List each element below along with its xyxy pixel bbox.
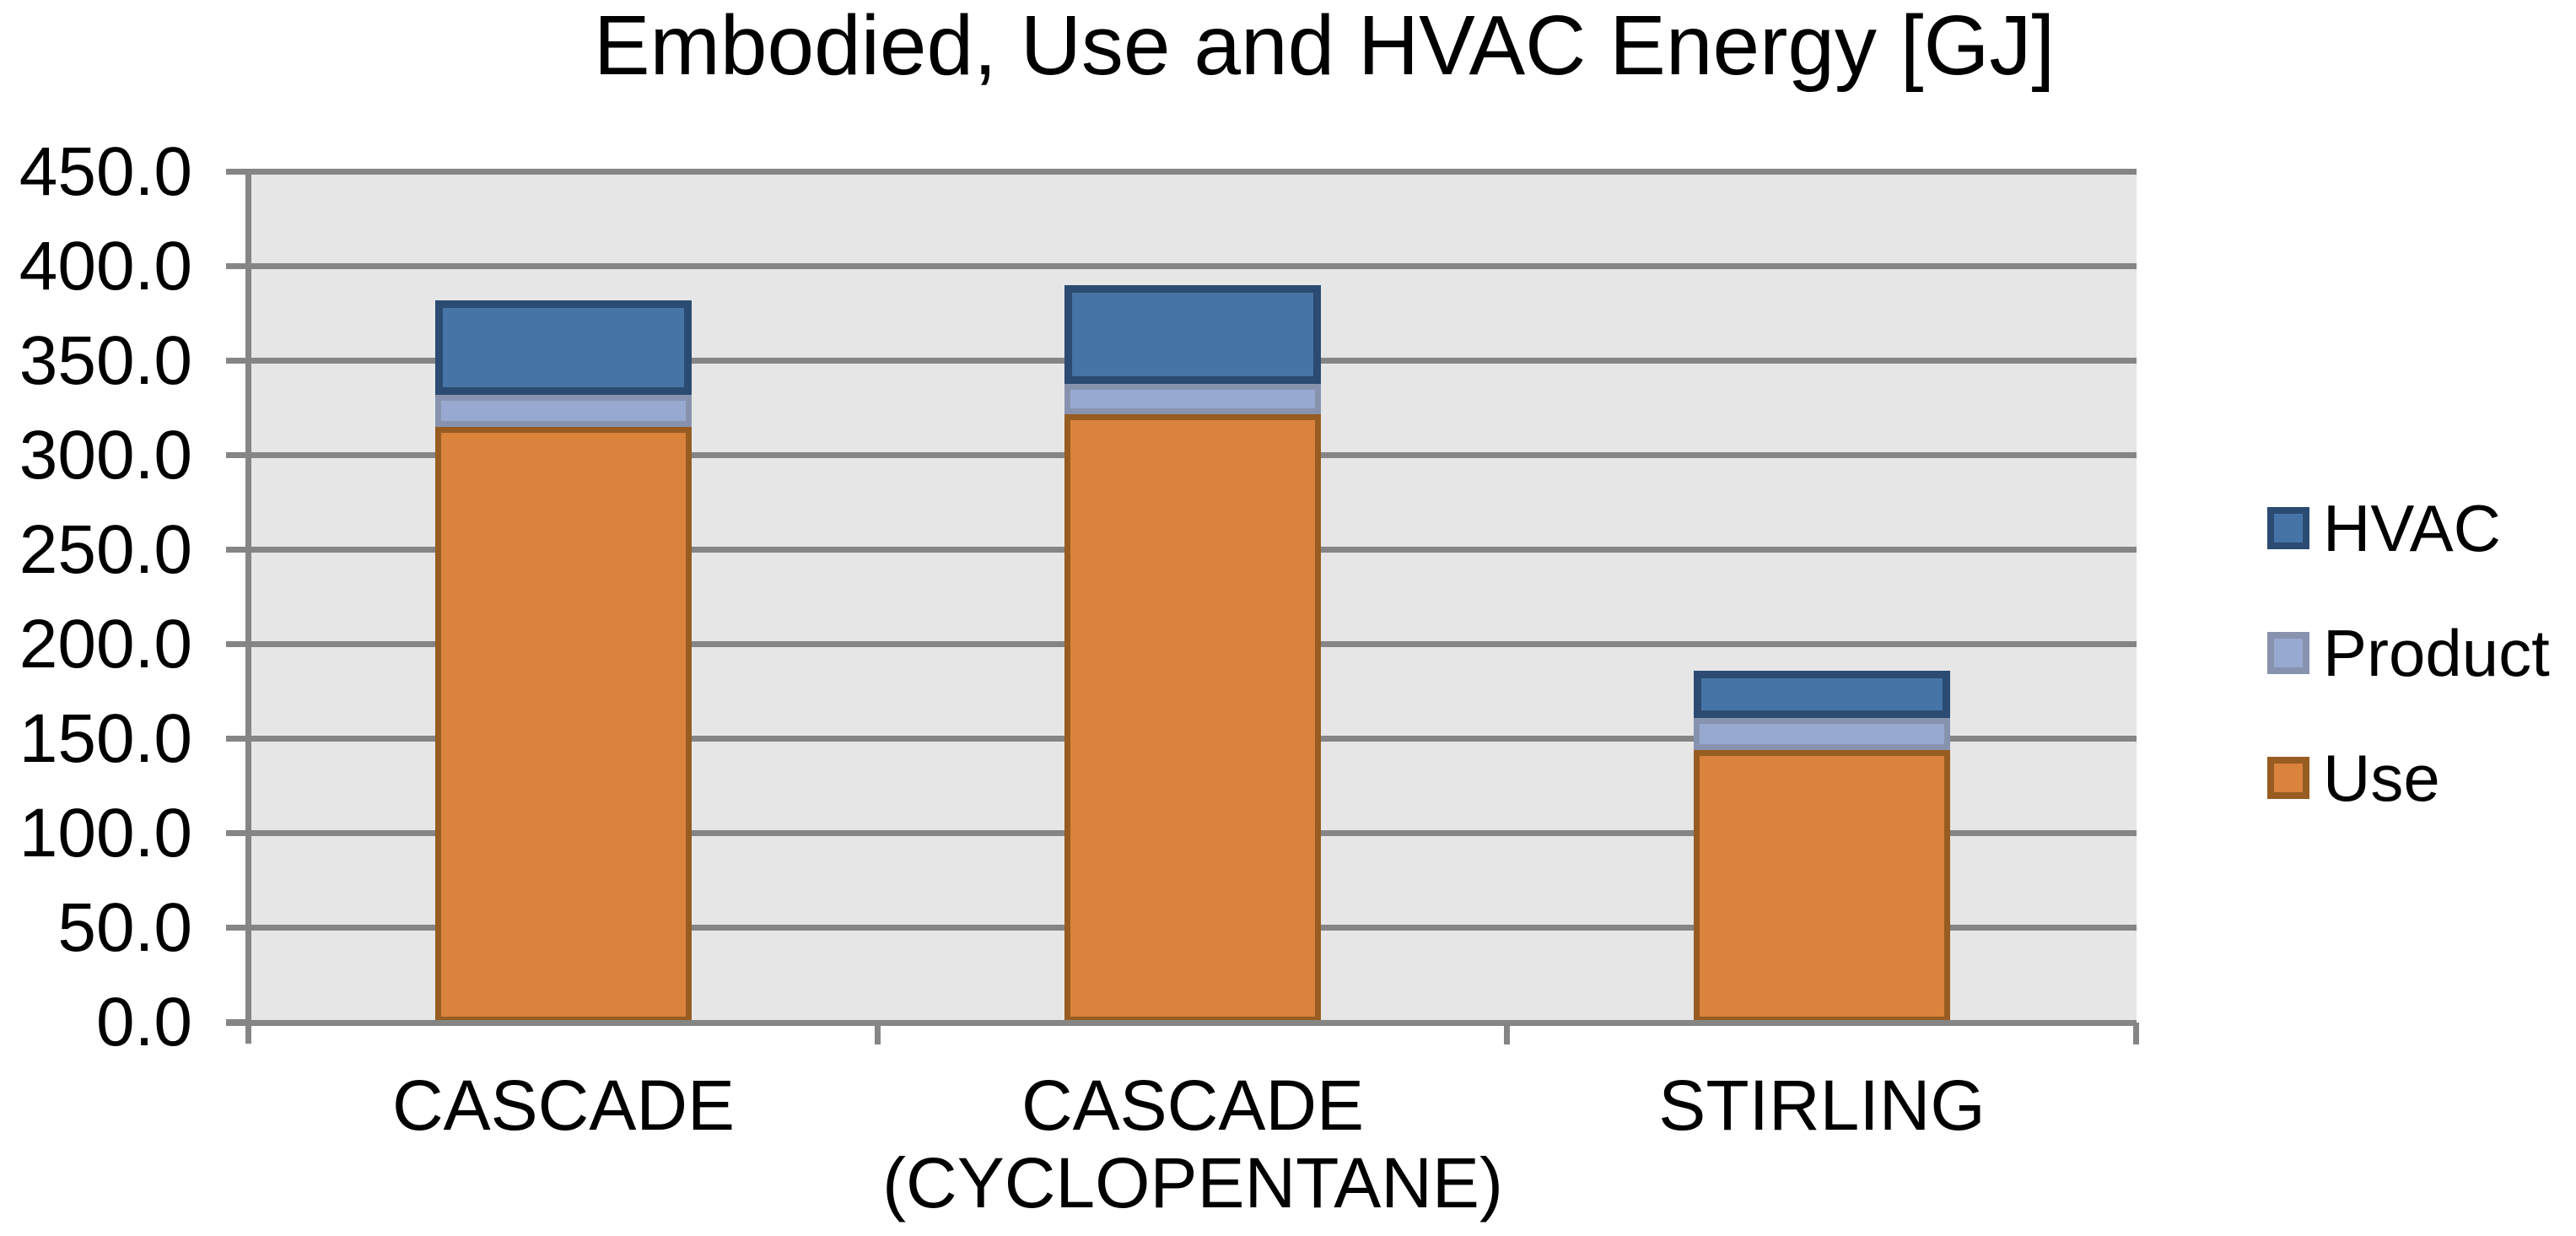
- legend-swatch-icon: [2267, 632, 2309, 674]
- legend-label: HVAC: [2323, 491, 2501, 565]
- x-tick-mark: [875, 1023, 881, 1044]
- chart-title: Embodied, Use and HVAC Energy [GJ]: [593, 0, 2056, 93]
- y-tick-mark: [226, 925, 249, 931]
- y-tick-label: 200.0: [19, 606, 192, 683]
- y-tick-label: 250.0: [19, 511, 192, 588]
- bar-segment-hvac: [435, 300, 692, 396]
- y-tick-mark: [226, 169, 249, 175]
- y-tick-label: 50.0: [57, 889, 192, 966]
- bar-segment-use: [435, 427, 692, 1023]
- y-tick-label: 100.0: [19, 795, 192, 872]
- legend: HVAC Product Use: [2267, 491, 2550, 876]
- category-label: CASCADE (CYCLOPENTANE): [882, 1066, 1503, 1223]
- x-tick-mark: [2133, 1023, 2139, 1044]
- y-tick-mark: [226, 641, 249, 647]
- legend-item-product: Product: [2267, 616, 2550, 690]
- bar-segment-hvac: [1694, 671, 1950, 719]
- y-tick-label: 400.0: [19, 228, 192, 305]
- legend-item-hvac: HVAC: [2267, 491, 2550, 565]
- y-tick-mark: [226, 452, 249, 458]
- legend-label: Product: [2323, 616, 2550, 690]
- legend-item-use: Use: [2267, 741, 2550, 815]
- y-tick-label: 300.0: [19, 417, 192, 494]
- y-tick-mark: [226, 1019, 249, 1025]
- bar-segment-use: [1694, 750, 1950, 1023]
- y-tick-label: 0.0: [96, 984, 192, 1061]
- y-tick-label: 150.0: [19, 700, 192, 777]
- y-axis-line: [245, 172, 251, 1044]
- x-tick-mark: [1504, 1023, 1510, 1044]
- bar-segment-hvac: [1064, 285, 1321, 384]
- x-axis-line: [226, 1020, 2137, 1026]
- bar-segment-product: [1694, 718, 1950, 751]
- y-tick-mark: [226, 830, 249, 836]
- gridline: [249, 263, 2137, 269]
- y-tick-mark: [226, 547, 249, 553]
- legend-swatch-icon: [2267, 507, 2309, 549]
- legend-label: Use: [2323, 741, 2440, 815]
- category-label: STIRLING: [1658, 1066, 1986, 1145]
- y-tick-mark: [226, 263, 249, 269]
- y-tick-label: 350.0: [19, 322, 192, 399]
- legend-swatch-icon: [2267, 757, 2309, 799]
- category-label: CASCADE: [391, 1066, 736, 1145]
- bar-segment-product: [435, 395, 692, 428]
- gridline: [249, 169, 2137, 175]
- y-tick-mark: [226, 358, 249, 364]
- bar-segment-use: [1064, 413, 1321, 1023]
- bar-segment-product: [1064, 383, 1321, 414]
- y-tick-mark: [226, 736, 249, 742]
- y-tick-label: 450.0: [19, 133, 192, 210]
